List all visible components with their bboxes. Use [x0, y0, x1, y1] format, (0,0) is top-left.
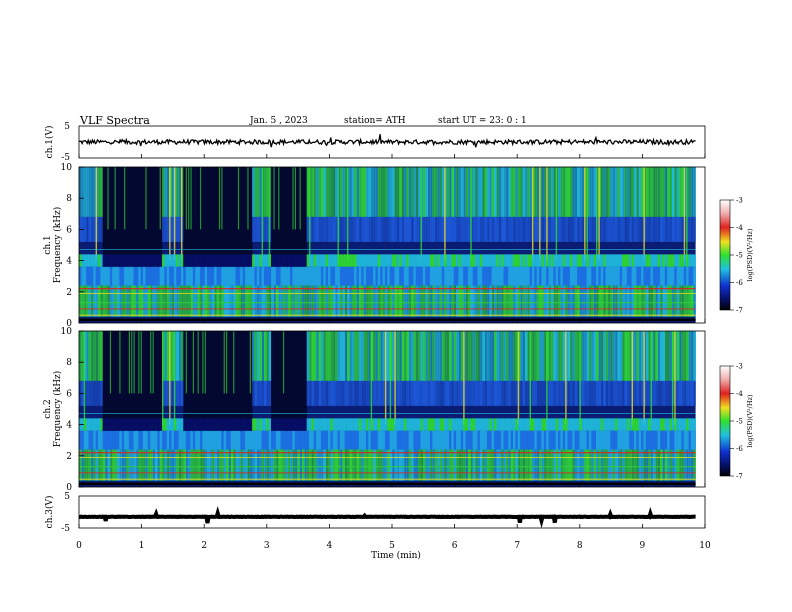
colorbar-tick-label: -6: [736, 445, 743, 453]
chart-title: VLF Spectra: [80, 114, 150, 127]
ytick-label: 10: [61, 163, 73, 173]
ch2-yticks: 0 2 4 6 8 10: [61, 327, 84, 493]
ytick-label: 2: [66, 452, 72, 462]
xtick-label: 9: [640, 541, 646, 551]
ch1-colorbar: -3 -4 -5 -6 -7 log(PSD)(V²/Hz): [719, 197, 754, 315]
ch1-spectrogram-ylabel-freq: Frequency (kHz): [52, 207, 63, 284]
date-label: Jan. 5 , 2023: [250, 116, 308, 126]
ch1-ylabel: ch.1(V): [44, 126, 55, 159]
ch2-colorbar-ticks: -3 -4 -5 -6 -7: [730, 363, 743, 481]
ch1-spectrogram-ylabel-channel: ch.1: [43, 235, 53, 254]
ch3-waveform-frame: [78, 495, 706, 529]
xtick-label: 2: [201, 541, 207, 551]
ytick-label: 10: [61, 327, 73, 337]
ch3-waveform-trace: [78, 506, 696, 529]
ytick-label: 6: [66, 225, 72, 235]
ytick-label: 0: [66, 319, 72, 329]
ytick-label: 2: [66, 288, 72, 298]
ch2-spectrogram-ylabel-channel: ch.2: [43, 399, 53, 418]
colorbar-tick-label: -7: [736, 307, 743, 315]
colorbar-tick-label: -4: [736, 224, 743, 232]
ch1-ytick-top: 5: [64, 122, 70, 132]
colorbar-tick-label: -3: [736, 363, 743, 371]
ytick-label: 4: [66, 257, 72, 267]
ch1-ytick-bottom: -5: [61, 153, 70, 163]
ch2-colorbar-label: log(PSD)(V²/Hz): [746, 394, 754, 447]
ch1-waveform-panel: 5 -5 ch.1(V): [44, 122, 706, 163]
ch1-colorbar-ticks: -3 -4 -5 -6 -7: [730, 197, 743, 315]
xtick-label: 4: [327, 541, 333, 551]
ch3-ytick-bottom: -5: [61, 524, 70, 534]
ytick-label: 6: [66, 389, 72, 399]
xtick-label: 10: [699, 541, 711, 551]
colorbar-tick-label: -7: [736, 473, 743, 481]
colorbar-tick-label: -6: [736, 279, 743, 287]
x-axis-label: Time (min): [371, 550, 421, 561]
colorbar-tick-label: -5: [736, 418, 743, 426]
xtick-label: 7: [514, 541, 520, 551]
x-axis-ticks: 0 1 2 3 4 5 6 7 8 9 10: [76, 154, 711, 551]
ch1-colorbar-scale: [719, 199, 731, 311]
colorbar-tick-label: -3: [736, 197, 743, 205]
ch1-colorbar-label: log(PSD)(V²/Hz): [746, 228, 754, 281]
spectrogram-empty-tail: [695, 167, 705, 323]
ch1-spectrogram-panel: 0 2 4 6 8 10 ch.1 Frequency (kHz): [43, 163, 706, 329]
xtick-label: 0: [76, 541, 82, 551]
ytick-label: 0: [66, 483, 72, 493]
station-label: station= ATH: [344, 116, 406, 126]
colorbar-tick-label: -4: [736, 390, 743, 398]
ytick-label: 8: [66, 194, 72, 204]
ch2-spectrogram-panel: 0 2 4 6 8 10 ch.2 Frequency (kHz): [43, 327, 706, 493]
ytick-label: 4: [66, 421, 72, 431]
ch1-waveform-trace: [78, 134, 696, 148]
colorbar-tick-label: -5: [736, 252, 743, 260]
ch2-colorbar-scale: [719, 365, 731, 477]
spectrogram-empty-tail: [695, 331, 705, 487]
ch3-waveform-panel: 5 -5 ch.3(V): [44, 492, 706, 534]
ytick-label: 8: [66, 358, 72, 368]
ch2-spectrogram-image: [79, 331, 705, 487]
xtick-label: 6: [452, 541, 458, 551]
xtick-label: 3: [264, 541, 270, 551]
ch3-ytick-top: 5: [64, 492, 70, 502]
xtick-label: 1: [139, 541, 145, 551]
xtick-label: 8: [577, 541, 583, 551]
ch1-yticks: 0 2 4 6 8 10: [61, 163, 84, 329]
ch2-spectrogram-ylabel-freq: Frequency (kHz): [52, 371, 63, 448]
ch1-spectrogram-image: [79, 167, 705, 323]
xtick-label: 5: [389, 541, 395, 551]
start-time-label: start UT = 23: 0 : 1: [438, 116, 527, 126]
ch3-ylabel: ch.3(V): [44, 496, 55, 529]
ch2-colorbar: -3 -4 -5 -6 -7 log(PSD)(V²/Hz): [719, 363, 754, 481]
